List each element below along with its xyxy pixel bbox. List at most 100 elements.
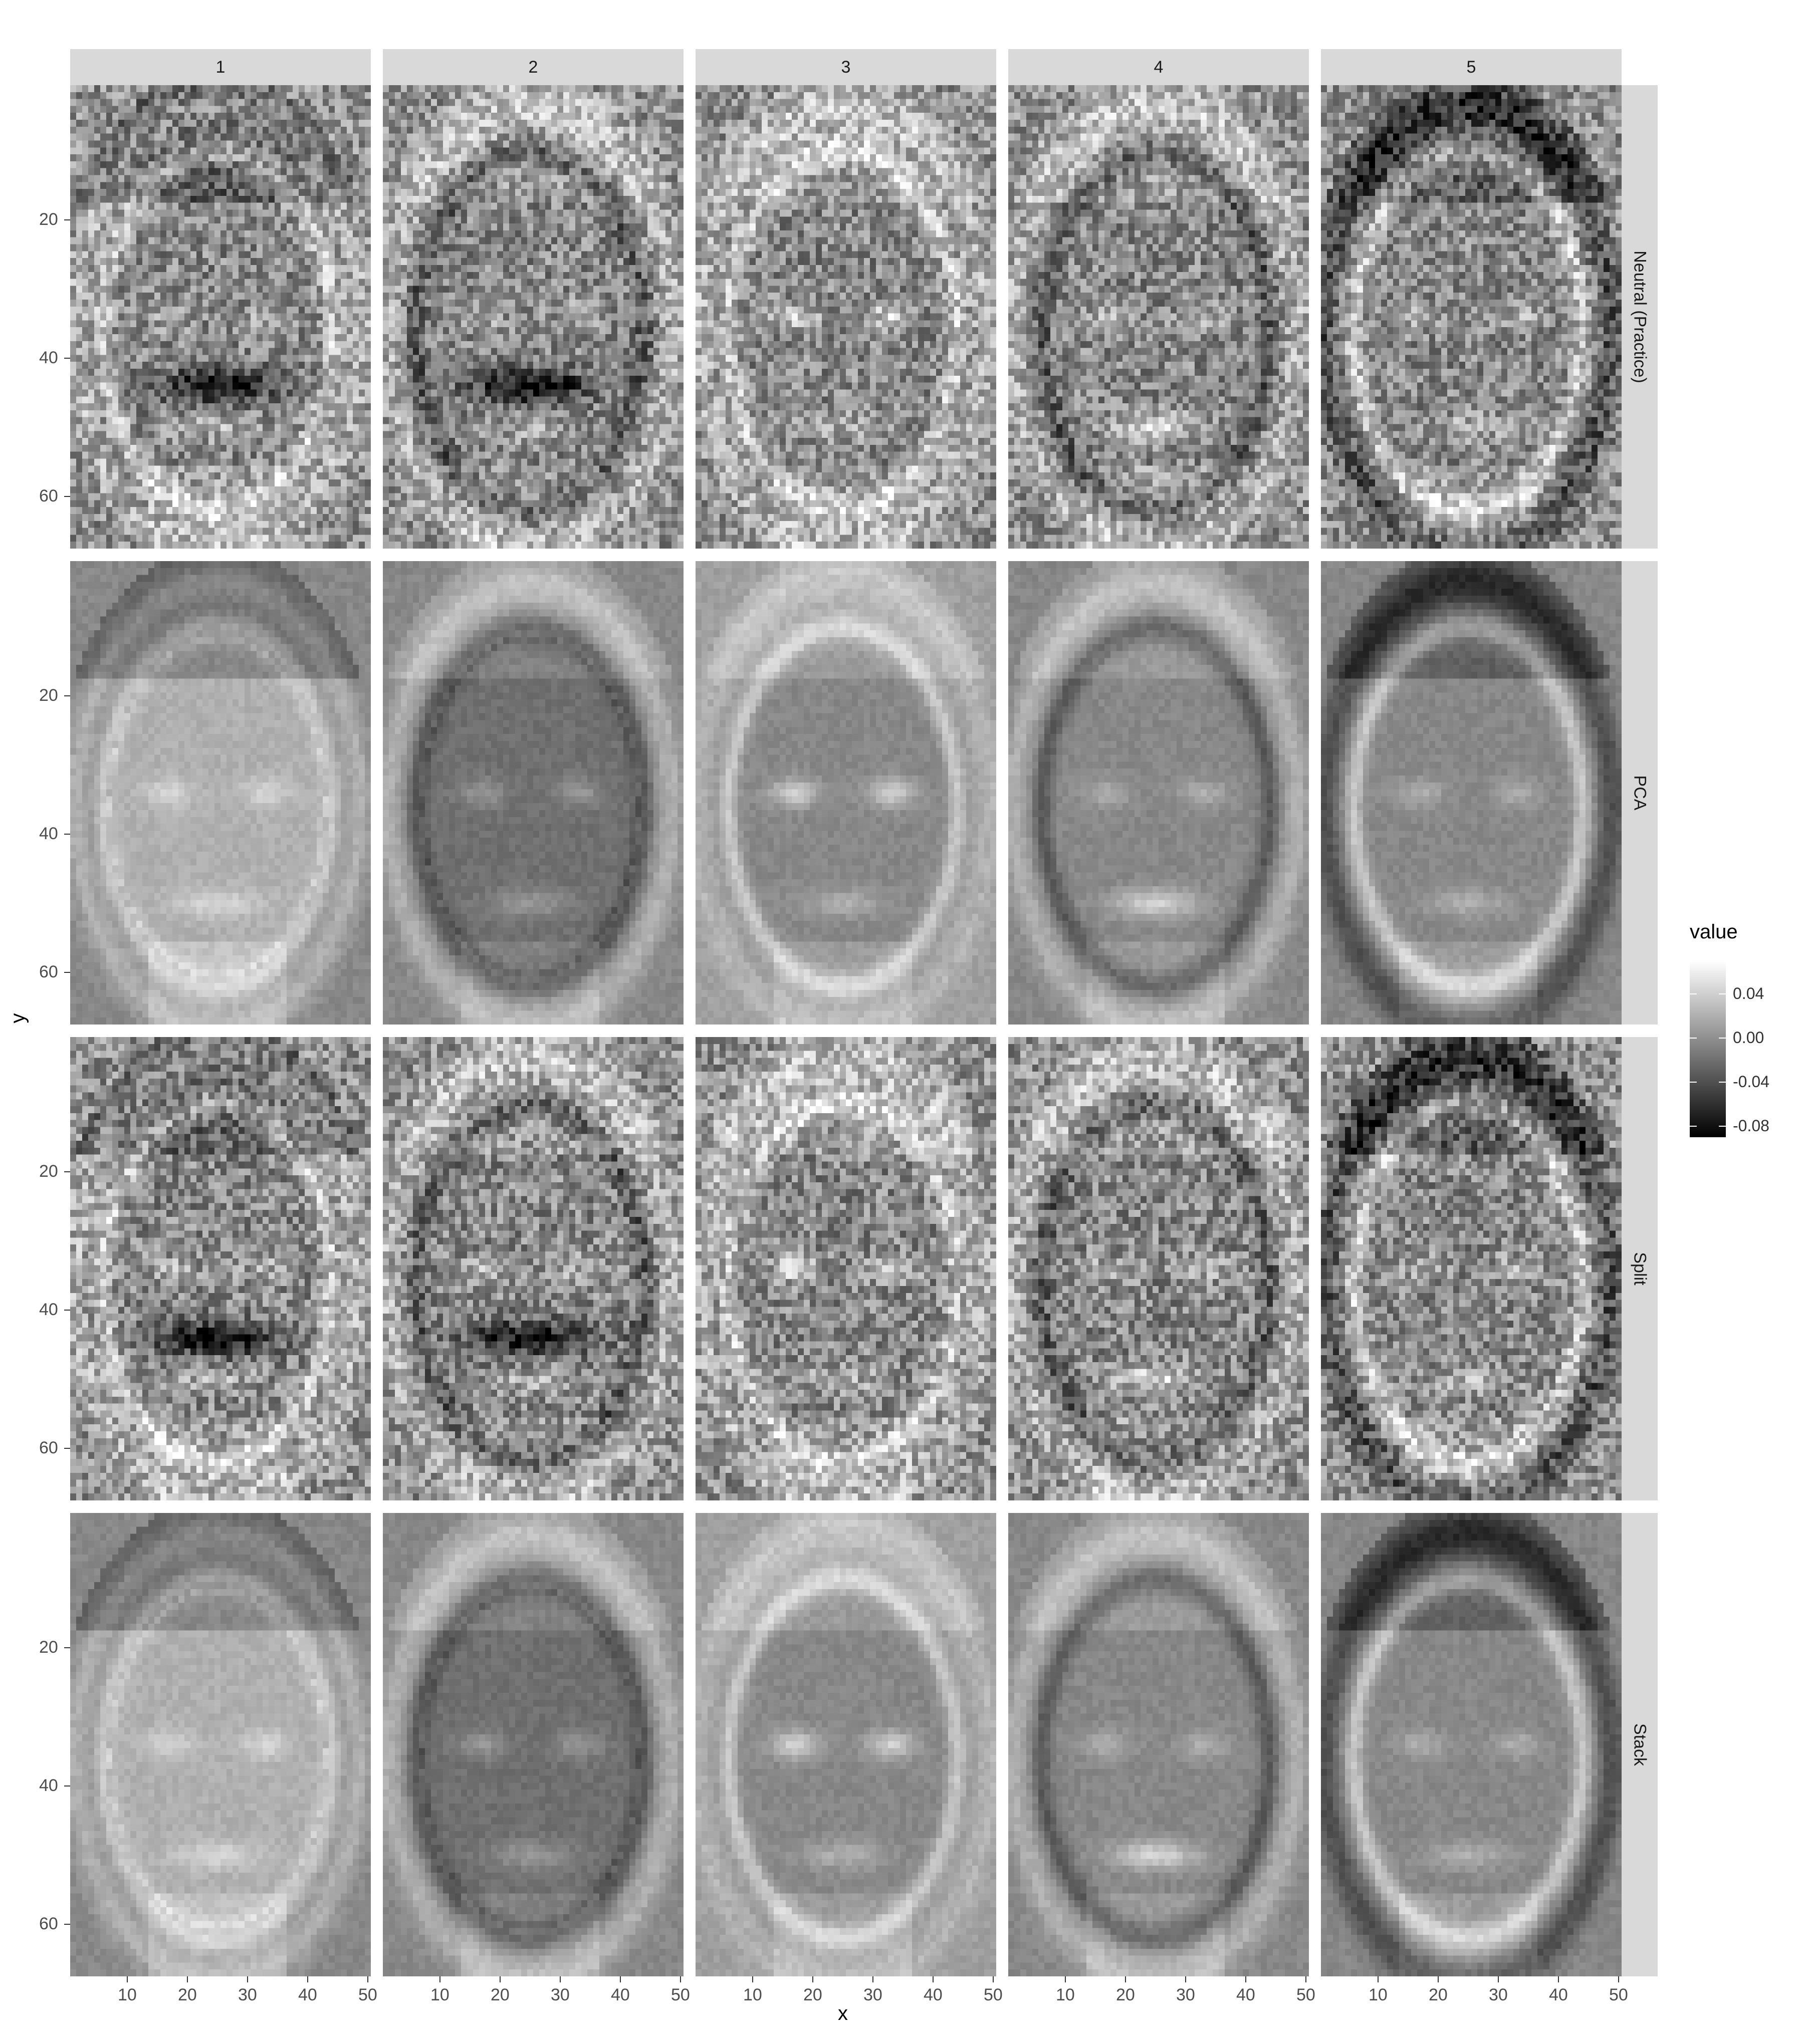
x-tick-label: 40 [298,1985,317,2005]
legend-tick-mark [1690,1082,1726,1083]
heatmap-panel-r3-c3 [1008,1513,1309,1976]
x-tick-mark [187,1976,188,1982]
heatmap-panel-r0-c4 [1321,85,1622,549]
heatmap-panel-r1-c0 [70,561,371,1025]
row-strip-2: Split [1622,1037,1658,1500]
x-tick-mark [1378,1976,1379,1982]
heatmap-tiles [696,1037,996,1500]
x-tick-label: 20 [803,1985,822,2005]
y-tick-label: 60 [39,1914,58,1934]
x-tick-label: 30 [1176,1985,1195,2005]
x-tick-mark [1245,1976,1246,1982]
x-tick-label: 20 [491,1985,510,2005]
legend-tick-label: -0.04 [1733,1073,1769,1091]
y-tick-label: 40 [39,1776,58,1796]
column-strip-label: 2 [383,49,684,85]
row-strip-3: Stack [1622,1513,1658,1976]
column-strip-2: 2 [383,49,684,85]
y-tick-mark [64,358,70,359]
heatmap-tiles [1008,1037,1309,1500]
y-tick-label: 40 [39,1300,58,1320]
x-tick-label: 10 [118,1985,137,2005]
x-tick-mark [1125,1976,1126,1982]
x-tick-mark [1498,1976,1499,1982]
x-tick-mark [680,1976,681,1982]
x-tick-label: 30 [551,1985,570,2005]
legend-tick-label: 0.04 [1733,984,1764,1003]
x-tick-label: 10 [1369,1985,1388,2005]
y-tick-label: 20 [39,686,58,705]
x-tick-mark [620,1976,621,1982]
y-tick-label: 20 [39,1162,58,1181]
heatmap-panel-r1-c1 [383,561,684,1025]
y-tick-label: 40 [39,824,58,844]
heatmap-tiles [70,1513,371,1976]
y-tick-mark [64,1171,70,1172]
heatmap-panel-r2-c4 [1321,1037,1622,1500]
x-tick-mark [1065,1976,1066,1982]
legend-colorbar [1690,961,1726,1137]
row-strip-1: PCA [1622,561,1658,1025]
column-strip-3: 3 [696,49,996,85]
heatmap-panel-r3-c0 [70,1513,371,1976]
x-tick-mark [752,1976,753,1982]
legend-title: value [1690,921,1738,943]
heatmap-tiles [383,561,684,1025]
x-tick-label: 50 [358,1985,377,2005]
heatmap-panel-r0-c3 [1008,85,1309,549]
y-tick-label: 20 [39,1638,58,1657]
x-tick-label: 10 [1056,1985,1075,2005]
y-tick-label: 60 [39,486,58,506]
x-tick-mark [127,1976,128,1982]
x-tick-label: 50 [984,1985,1003,2005]
x-tick-mark [872,1976,873,1982]
heatmap-tiles [696,561,996,1025]
heatmap-tiles [1008,561,1309,1025]
column-strip-label: 5 [1321,49,1622,85]
x-tick-mark [439,1976,440,1982]
heatmap-panel-r3-c2 [696,1513,996,1976]
x-tick-label: 50 [1296,1985,1315,2005]
x-tick-label: 40 [1236,1985,1255,2005]
heatmap-panel-r2-c3 [1008,1037,1309,1500]
heatmap-tiles [1321,1037,1622,1500]
legend-tick-mark [1690,1126,1726,1127]
y-tick-mark [64,834,70,835]
legend-tick-mark [1690,1038,1726,1039]
heatmap-panel-r2-c1 [383,1037,684,1500]
x-tick-mark [307,1976,308,1982]
heatmap-panel-r0-c1 [383,85,684,549]
x-tick-mark [560,1976,561,1982]
y-tick-label: 60 [39,1438,58,1458]
heatmap-tiles [383,1037,684,1500]
x-tick-label: 40 [611,1985,630,2005]
heatmap-panel-r0-c0 [70,85,371,549]
x-tick-mark [1185,1976,1186,1982]
column-strip-label: 4 [1008,49,1309,85]
x-axis-title: x [838,2002,848,2025]
x-tick-mark [247,1976,248,1982]
heatmap-tiles [696,85,996,549]
heatmap-tiles [1321,85,1622,549]
y-tick-mark [64,219,70,220]
row-strip-0: Neutral (Practice) [1622,85,1658,549]
y-tick-mark [64,496,70,497]
heatmap-tiles [1321,561,1622,1025]
x-tick-mark [500,1976,501,1982]
legend-tick-mark [1690,993,1726,994]
x-tick-mark [933,1976,934,1982]
x-tick-label: 30 [863,1985,882,2005]
x-tick-mark [1305,1976,1306,1982]
heatmap-tiles [696,1513,996,1976]
heatmap-panel-r3-c1 [383,1513,684,1976]
column-strip-4: 4 [1008,49,1309,85]
heatmap-tiles [383,85,684,549]
heatmap-tiles [383,1513,684,1976]
y-tick-label: 40 [39,348,58,368]
heatmap-panel-r1-c4 [1321,561,1622,1025]
y-tick-mark [64,1310,70,1311]
column-strip-label: 3 [696,49,996,85]
y-tick-label: 60 [39,962,58,982]
x-tick-mark [1618,1976,1619,1982]
